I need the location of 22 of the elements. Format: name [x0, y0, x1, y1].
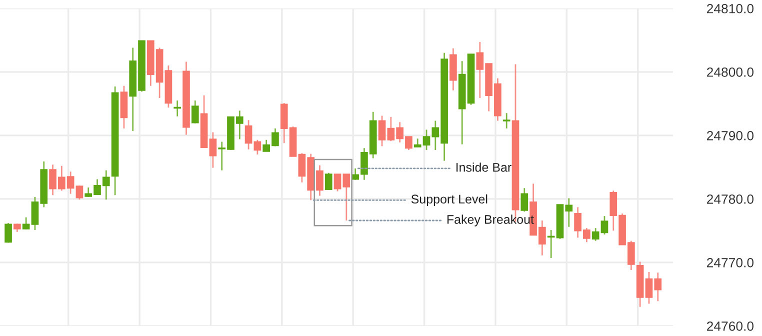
candlestick	[191, 100, 199, 124]
candlestick	[520, 187, 528, 212]
candlestick	[76, 184, 84, 200]
y-tick-label: 24810.0	[706, 4, 754, 14]
candlestick	[324, 172, 332, 190]
y-tick-label: 24790.0	[706, 130, 754, 140]
candlestick	[254, 139, 262, 156]
annotation: Support Level	[411, 194, 488, 206]
candlestick	[22, 216, 30, 230]
y-tick-label: 24760.0	[706, 321, 754, 331]
candlestick	[316, 164, 324, 196]
candlestick	[334, 173, 342, 192]
candlestick	[174, 100, 182, 118]
candlestick	[209, 132, 217, 168]
candlestick	[4, 222, 12, 244]
y-tick-label: 24800.0	[706, 67, 754, 77]
annotation: Inside Bar	[456, 162, 512, 172]
y-tick-label: 24780.0	[706, 194, 754, 204]
candlestick	[342, 173, 350, 222]
candlestick	[502, 112, 510, 130]
candlestick	[244, 119, 252, 150]
y-tick-label: 24770.0	[706, 258, 754, 268]
